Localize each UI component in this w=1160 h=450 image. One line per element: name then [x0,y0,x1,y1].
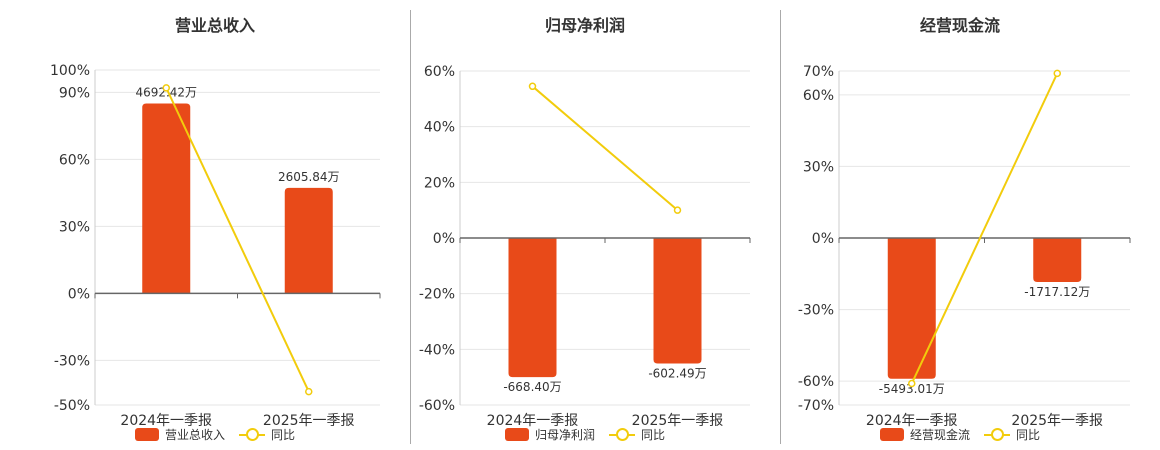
y-tick-label: 20% [424,175,455,191]
y-tick-label: -60% [419,398,455,414]
bar-data-label: -5493.01万 [879,382,945,396]
line-series [165,87,310,393]
line-series [531,85,679,211]
legend-bar-swatch [504,428,529,441]
legend-label: 同比 [1016,428,1041,442]
legend-item-line[interactable]: 同比 [239,426,295,443]
chart-plot: -70% -60% -30% 0% 30% 60% 70% -5493.01万 -1717.12… [798,64,1131,429]
x-tick-label: 2025年一季报 [263,413,355,429]
line-point [162,84,170,92]
y-tick-label: 60% [803,88,834,104]
legend-label: 同比 [641,428,666,442]
bar-data-label: 4692.42万 [135,86,197,100]
x-tick-label: 2025年一季报 [632,413,724,429]
legend-item-bar[interactable]: 经营现金流 [879,426,970,443]
x-tick-label: 2024年一季报 [487,413,579,429]
y-tick-label: -30% [54,353,90,369]
y-tick-label: 0% [68,286,90,302]
y-tick-label: 30% [59,219,90,235]
legend-bar-swatch [134,428,159,441]
bar [142,103,191,294]
y-tick-label: 90% [59,85,90,101]
chart-plot: -60% -40% -20% 0% 20% 40% 60% -668.40万 -602.49万 2… [419,64,751,429]
y-tick-label: 100% [50,63,90,79]
bar-data-label: -1717.12万 [1024,285,1090,299]
bar [508,238,557,378]
legend-item-line[interactable]: 同比 [984,426,1040,443]
line-point [1053,69,1061,78]
bar-data-label: 2605.84万 [278,170,340,184]
legend-line-swatch [984,428,1010,441]
line-point [305,387,313,396]
y-tick-label: -50% [54,398,90,414]
legend-label: 归母净利润 [534,428,595,442]
chart-legend: 营业总收入 同比 [40,426,390,443]
chart-title: 经营现金流 [919,16,1000,35]
line-point [673,206,682,214]
chart-title: 归母净利润 [544,16,625,35]
chart-panel-operating-cash-flow: 经营现金流 -70% -60% -30% 0% 30% 60% 70% -5493.01万 -1… [780,0,1140,450]
y-tick-label: -60% [798,374,834,390]
bar [653,238,702,364]
y-tick-label: 60% [424,64,455,80]
panel-divider [410,10,411,444]
line-series [910,72,1059,384]
legend-label: 同比 [271,428,296,442]
bar-data-label: -602.49万 [648,366,706,380]
y-tick-label: -30% [798,303,834,319]
legend-item-bar[interactable]: 营业总收入 [134,426,225,443]
y-tick-label: 60% [59,152,90,168]
chart-panel-net-profit: 归母净利润 -60% -40% -20% 0% 20% 40% 60% -668.40万 -60… [410,0,760,450]
line-point [908,379,916,388]
x-tick-label: 2024年一季报 [120,413,212,429]
legend-item-line[interactable]: 同比 [609,426,665,443]
bar-data-label: -668.40万 [503,380,561,394]
chart-legend: 归母净利润 同比 [410,426,760,443]
y-tick-label: 0% [812,231,834,247]
x-tick-label: 2024年一季报 [866,413,958,429]
legend-line-swatch [239,428,265,441]
chart-legend: 经营现金流 同比 [780,426,1140,443]
bar [1033,238,1082,283]
line-point [528,82,537,91]
legend-label: 经营现金流 [909,428,970,442]
chart-title: 营业总收入 [174,16,255,35]
y-tick-label: 70% [803,64,834,80]
bar [887,238,936,379]
chart-plot: -50% -30% 0% 30% 60% 90% 100% 4692.42万 2605.84万 2… [50,63,381,429]
legend-line-swatch [609,428,635,441]
panel-divider [780,10,781,444]
bar [284,187,333,294]
legend-bar-swatch [879,428,904,441]
y-tick-label: -70% [798,398,834,414]
y-tick-label: 30% [803,159,834,175]
y-tick-label: -20% [419,287,455,303]
chart-panel-revenue: 营业总收入 -50% -30% 0% 30% 60% 90% 100% 4692.42万 260… [40,0,390,450]
y-tick-label: 40% [424,120,455,136]
legend-item-bar[interactable]: 归母净利润 [504,426,595,443]
x-tick-label: 2025年一季报 [1011,413,1103,429]
y-tick-label: 0% [433,231,455,247]
legend-label: 营业总收入 [164,428,225,442]
y-tick-label: -40% [419,342,455,358]
